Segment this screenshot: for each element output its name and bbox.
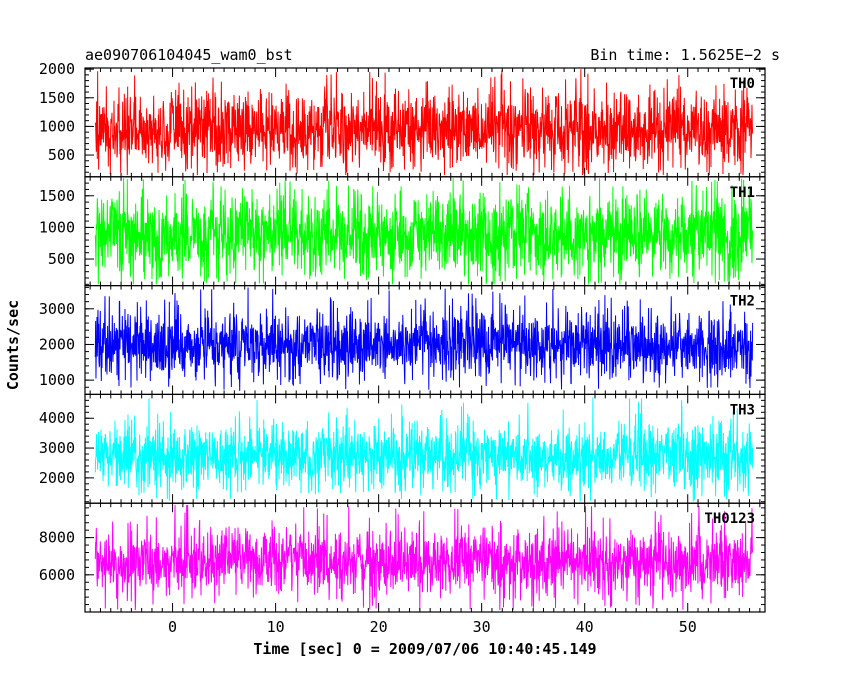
series-line-th0123: [94, 504, 754, 611]
y-tick-label: 2000: [39, 335, 75, 353]
y-axis-label: Counts/sec: [4, 300, 22, 390]
panel-th1: 500 1000 1500 TH1: [39, 176, 766, 287]
y-tick-label: 3000: [39, 439, 75, 457]
x-tick-label: 20: [370, 618, 388, 636]
x-tick-label: 40: [576, 618, 594, 636]
series-line-th0: [94, 69, 754, 176]
x-tick-label: 0: [168, 618, 177, 636]
chart-title: ae090706104045_wam0_bst: [85, 46, 293, 64]
x-tick-label: 30: [473, 618, 491, 636]
panel-label-th0123: TH0123: [704, 511, 755, 527]
panel-label-th0: TH0: [730, 76, 755, 92]
panel-th0: 500 1000 1500 2000 TH0: [39, 60, 766, 178]
y-tick-label: 3000: [39, 300, 75, 318]
panel-label-th1: TH1: [730, 185, 755, 201]
panel-label-th2: TH2: [730, 294, 755, 310]
y-tick-label: 1500: [39, 187, 75, 205]
panel-th3: 2000 3000 4000 TH3: [39, 393, 766, 504]
series-line-th1: [94, 178, 754, 285]
y-tick-label: 2000: [39, 60, 75, 78]
panel-th0123: 6000 8000 TH0123: [39, 502, 766, 613]
y-tick-label: 8000: [39, 529, 75, 547]
y-tick-label: 2000: [39, 469, 75, 487]
series-line-th3: [94, 397, 754, 502]
panel-th2: 1000 2000 3000 TH2: [39, 285, 766, 396]
y-tick-label: 500: [48, 250, 75, 268]
y-tick-label: 500: [48, 146, 75, 164]
y-tick-label: 1000: [39, 371, 75, 389]
panels-group: 500 1000 1500 2000 TH0 500 1000 1500 TH1 1000 2000…: [39, 60, 766, 613]
y-tick-label: 1000: [39, 218, 75, 236]
x-tick-label: 10: [267, 618, 285, 636]
y-tick-label: 4000: [39, 409, 75, 427]
x-axis-label: Time [sec] 0 = 2009/07/06 10:40:45.149: [253, 640, 596, 658]
x-tick-label: 50: [679, 618, 697, 636]
panel-label-th3: TH3: [730, 402, 755, 418]
panel-frame: [84, 502, 766, 613]
x-tick-labels: 0 10 20 30 40 50: [168, 618, 697, 636]
y-tick-label: 1000: [39, 117, 75, 135]
chart-subtitle: Bin time: 1.5625E−2 s: [590, 46, 780, 64]
y-tick-label: 1500: [39, 89, 75, 107]
series-line-th2: [94, 287, 754, 391]
y-tick-label: 6000: [39, 566, 75, 584]
